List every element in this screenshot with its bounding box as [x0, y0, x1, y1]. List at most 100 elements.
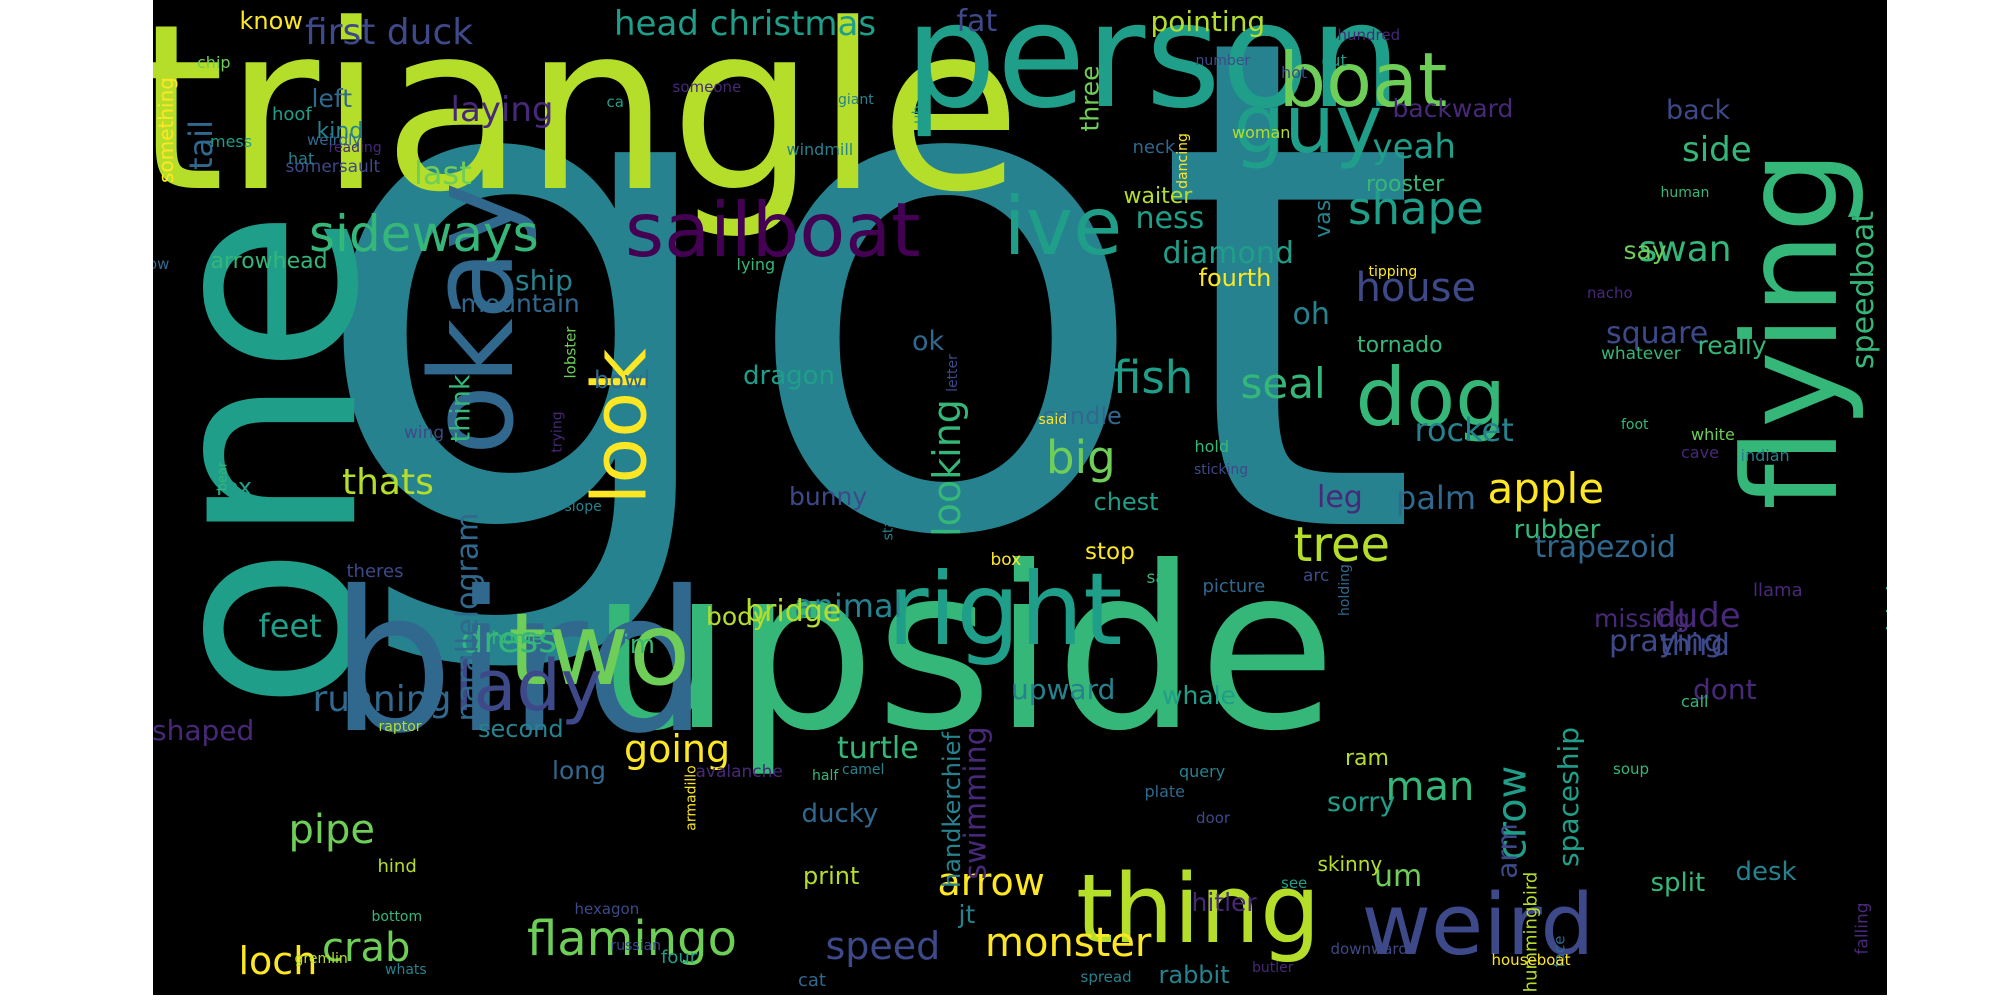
word-ive: ive — [1003, 180, 1123, 273]
word-rubber: rubber — [1513, 515, 1601, 545]
word-woman: woman — [1232, 123, 1291, 142]
word-head-christmas: head christmas — [614, 4, 877, 44]
word-mess: mess — [210, 132, 253, 151]
word-leg: leg — [1317, 480, 1363, 515]
word-hexagon: hexagon — [574, 899, 640, 918]
word-three: three — [1075, 64, 1105, 132]
word-jt: jt — [958, 899, 976, 929]
word-dragon: dragon — [743, 361, 836, 391]
word-second: second — [478, 715, 564, 743]
word-vase: vase — [1310, 186, 1336, 238]
word-praying: praying — [1609, 624, 1723, 659]
word-hummingbird: hummingbird — [1519, 871, 1541, 993]
word-yeah: yeah — [1372, 127, 1456, 167]
word-ram: ram — [1345, 746, 1389, 771]
word-house: house — [1355, 265, 1477, 311]
word-russian: russian — [610, 938, 662, 954]
word-ship: ship — [515, 264, 573, 297]
word-hot: hot — [1281, 63, 1308, 82]
word-boat: boat — [1278, 35, 1448, 124]
word-laying: laying — [450, 90, 554, 130]
word-lady: lady — [454, 645, 603, 727]
word-first-duck: first duck — [305, 12, 474, 53]
word-tipping: tipping — [1368, 264, 1418, 280]
word-somersault: somersault — [285, 156, 381, 177]
word-spread: spread — [1080, 967, 1132, 986]
word-box: box — [990, 549, 1022, 570]
word-whats: whats — [385, 962, 427, 978]
word-trapezoid: trapezoid — [1534, 530, 1676, 565]
word-crab: crab — [322, 925, 411, 971]
word-number: number — [1195, 53, 1251, 69]
word-arc: arc — [1303, 565, 1330, 586]
word-picture: picture — [1202, 576, 1266, 597]
word-seal: seal — [1240, 359, 1326, 408]
word-palm: palm — [1396, 479, 1476, 517]
word-something: something — [153, 77, 178, 183]
word-giant: giant — [838, 92, 874, 108]
word-ness: ness — [1135, 201, 1205, 236]
word-say: say — [1623, 235, 1667, 265]
word-apple: apple — [1487, 464, 1605, 513]
word-speedboat: speedboat — [1846, 210, 1882, 370]
word-weirdly: weirdly — [307, 130, 362, 149]
word-uh: uh — [908, 104, 927, 124]
word-back: back — [1666, 94, 1731, 126]
word-hold: hold — [1194, 437, 1230, 456]
word-whatever: whatever — [1601, 343, 1681, 364]
word-really: really — [1697, 330, 1767, 360]
word-tornado: tornado — [1357, 333, 1443, 358]
word-downward: downward — [1330, 939, 1408, 958]
word-sail: sail — [1146, 567, 1176, 588]
word-candle: candle — [1042, 402, 1122, 430]
word-hundred: hundred — [1337, 25, 1401, 44]
word-ok: ok — [912, 325, 945, 357]
word-lying: lying — [736, 255, 776, 274]
word-bird: bird — [330, 548, 709, 776]
word-upside: upside — [590, 518, 1337, 781]
word-dont: dont — [1693, 673, 1757, 706]
word-butler: butler — [1252, 960, 1294, 976]
word-alright: alright — [1881, 565, 1887, 647]
word-ca: ca — [606, 92, 624, 111]
word-monster: monster — [985, 920, 1152, 966]
word-um: um — [1374, 859, 1423, 894]
word-camel: camel — [842, 762, 885, 778]
word-fish: fish — [1113, 350, 1194, 404]
word-loch: loch — [238, 939, 318, 983]
word-four: four — [661, 947, 698, 968]
word-diamond: diamond — [1162, 236, 1294, 271]
word-right: right — [887, 551, 1123, 668]
word-think: think — [445, 374, 477, 442]
word-rocket: rocket — [1414, 411, 1514, 449]
word-nacho: nacho — [1587, 283, 1633, 302]
word-two: two — [508, 591, 691, 708]
word-dancing: dancing — [1174, 133, 1191, 189]
word-fox: fox — [215, 473, 253, 501]
word-gremlin: gremlin — [294, 951, 348, 967]
word-know: know — [239, 7, 303, 35]
word-white: white — [1691, 425, 1735, 444]
word-facing: facing — [464, 482, 510, 501]
word-sideways: sideways — [309, 205, 539, 263]
word-side: side — [1682, 130, 1752, 170]
word-llama: llama — [1753, 580, 1803, 601]
word-third: third — [1660, 628, 1730, 663]
word-now: now — [153, 254, 170, 273]
word-human: human — [1660, 185, 1710, 201]
word-shaped: shaped — [153, 714, 255, 747]
word-reading: reading — [328, 140, 382, 156]
word-animal: animal — [794, 587, 903, 625]
word-said: said — [1038, 412, 1068, 428]
word-trying: trying — [549, 411, 566, 453]
word-oh: oh — [1292, 297, 1330, 332]
word-guy: guy — [1233, 78, 1383, 171]
word-foot: foot — [1621, 417, 1649, 433]
word-pointing: pointing — [1150, 5, 1266, 38]
word-hitler: hitler — [1191, 887, 1257, 917]
word-pipe: pipe — [288, 807, 376, 853]
word-hat: hat — [288, 149, 315, 168]
word-home: home — [491, 628, 543, 649]
word-raptor: raptor — [378, 719, 422, 735]
word-bottom: bottom — [371, 909, 423, 925]
